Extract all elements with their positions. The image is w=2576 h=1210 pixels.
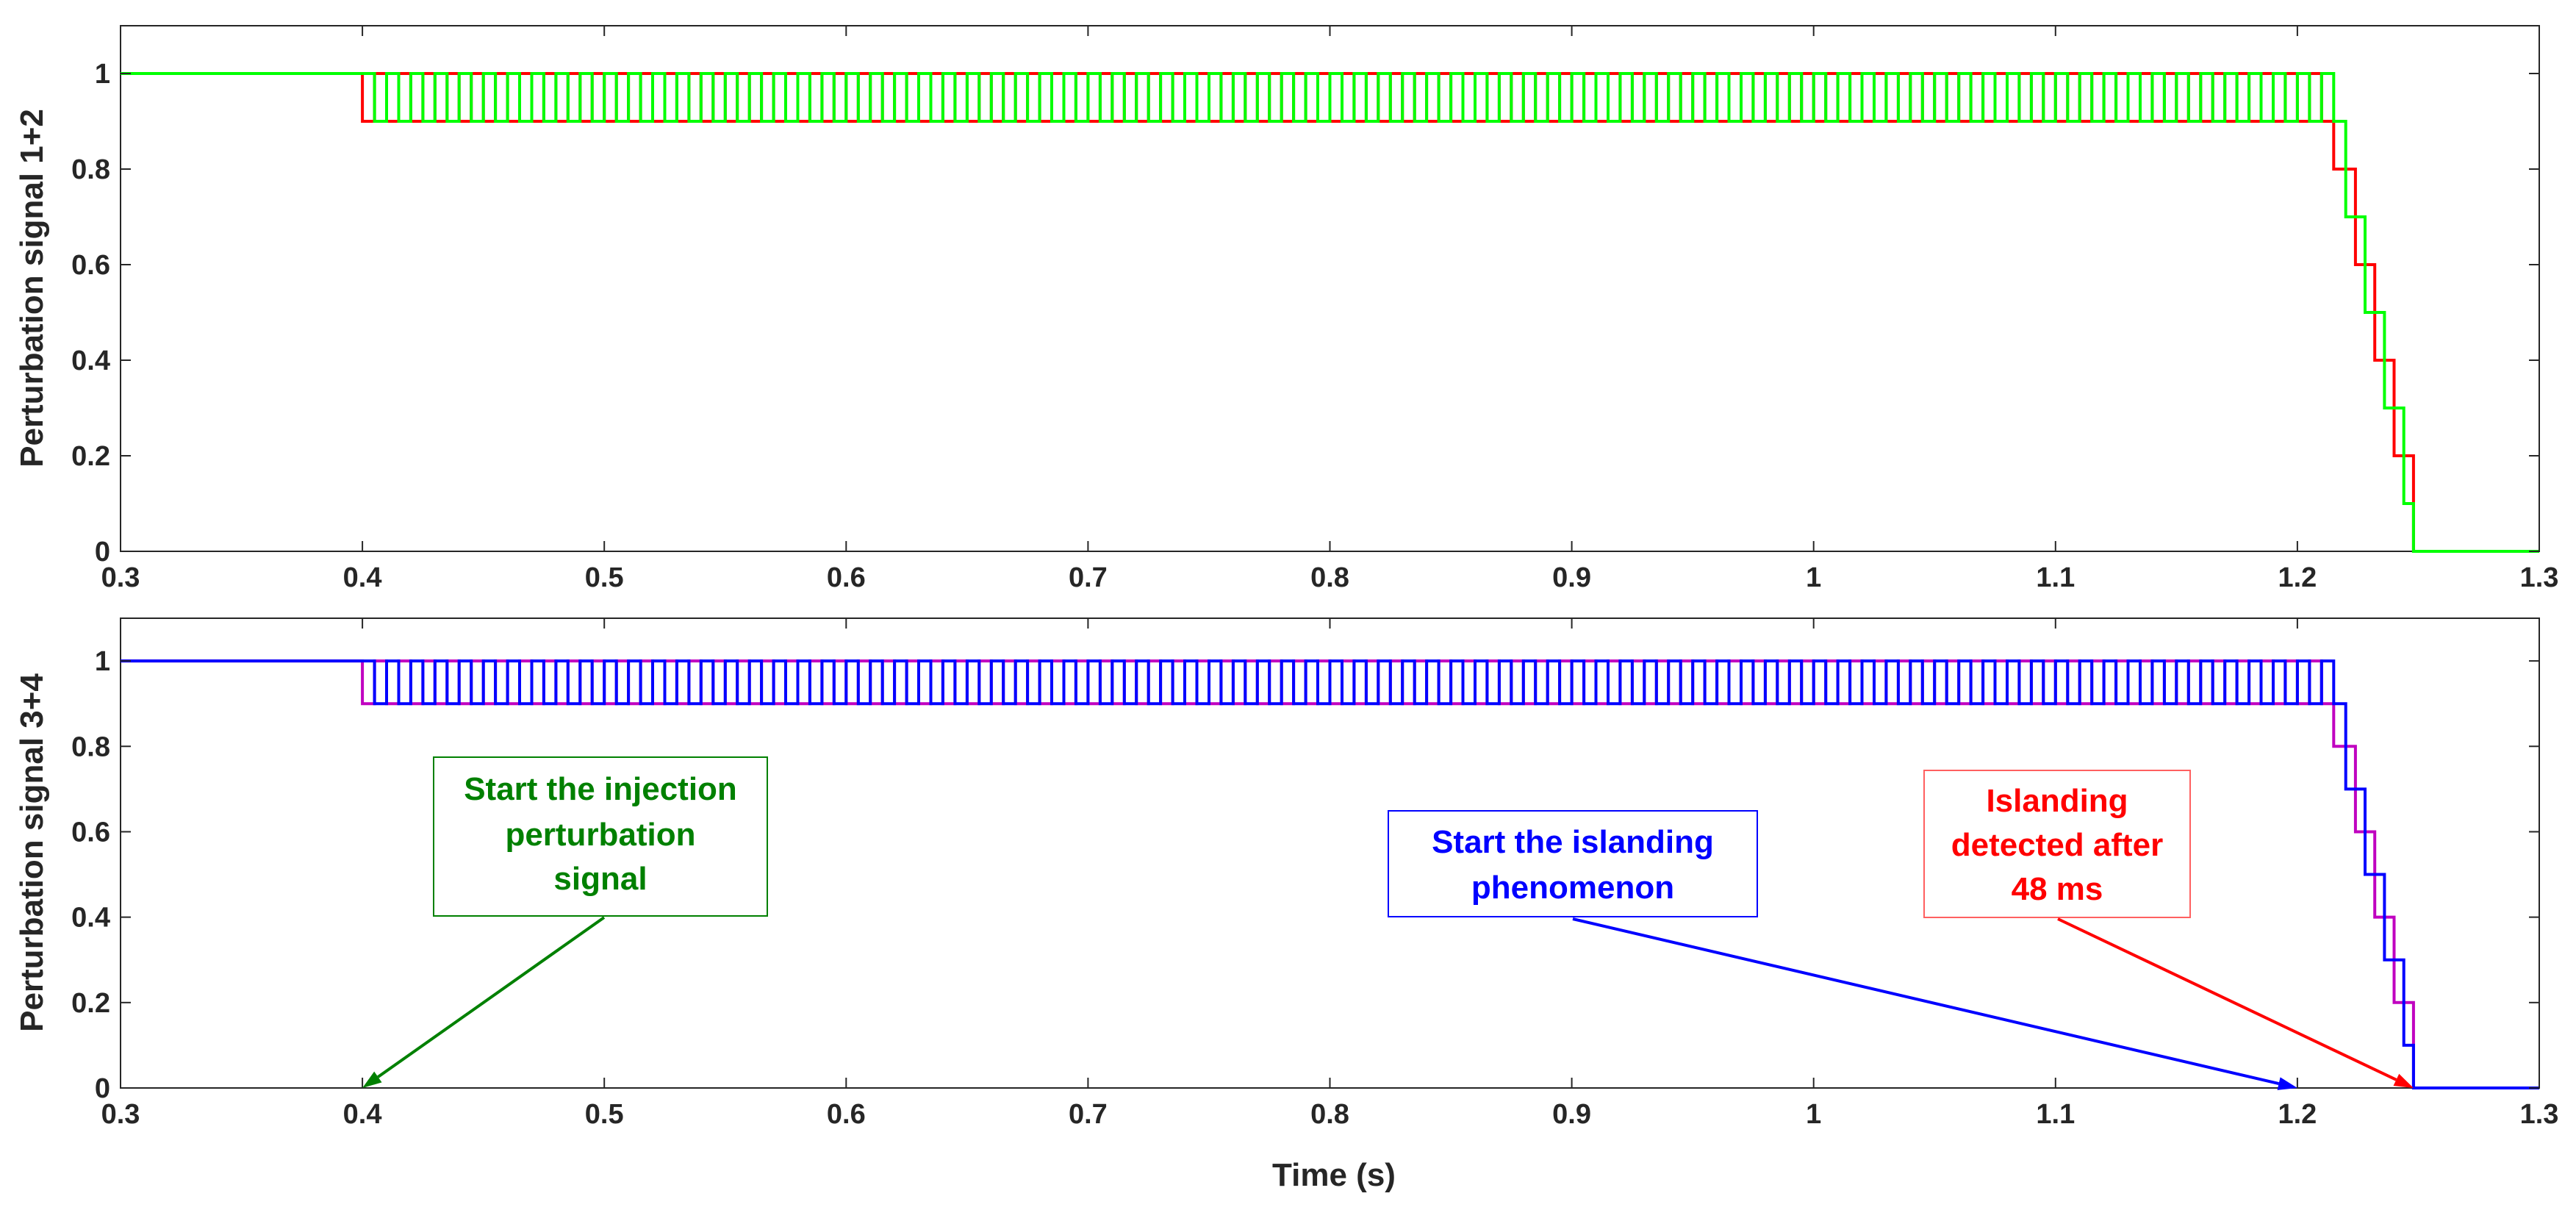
top-series-group bbox=[121, 72, 2539, 553]
bottom-y-tick-label: 0.2 bbox=[71, 988, 110, 1019]
top-y-tick-label: 0.6 bbox=[71, 250, 110, 281]
bottom-x-tick-label: 0.4 bbox=[343, 1099, 382, 1130]
top-x-tick-label: 0.3 bbox=[101, 562, 140, 593]
bottom-x-tick-label: 0.5 bbox=[585, 1099, 624, 1130]
annotation-injection-arrowhead bbox=[362, 1071, 382, 1088]
top-x-tick-label: 1 bbox=[1806, 562, 1821, 593]
bottom-y-tick-label: 0.8 bbox=[71, 731, 110, 762]
bottom-x-tick-label: 0.7 bbox=[1069, 1099, 1108, 1130]
top-x-tick-label: 0.7 bbox=[1069, 562, 1108, 593]
annotation-detected-arrow bbox=[2057, 917, 2397, 1081]
annotation-injection-line-1: Start the injection bbox=[464, 771, 737, 807]
bottom-series-1-line bbox=[121, 659, 2539, 1089]
top-x-tick-label: 1.1 bbox=[2036, 562, 2075, 593]
bottom-series-2-line bbox=[121, 659, 2539, 1089]
annotation-islanding-arrow bbox=[1572, 917, 2280, 1086]
bottom-axes: 0.3 0.4 0.5 0.6 0.7 0.8 0.9 1 1.1 1.2 1.3 00.20.40… bbox=[14, 617, 2559, 1193]
top-x-tick-label: 1.2 bbox=[2278, 562, 2317, 593]
annotation-detected-line-2: detected after bbox=[1951, 827, 2164, 863]
top-x-tick-label: 0.5 bbox=[585, 562, 624, 593]
bottom-y-tick-label: 1 bbox=[95, 646, 110, 677]
annotation-injection-line-2: perturbation bbox=[505, 817, 695, 853]
top-y-tick-label: 0 bbox=[95, 537, 110, 568]
top-y-tick-label: 1 bbox=[95, 59, 110, 90]
annotation-islanding-start: Start the islanding phenomenon bbox=[1388, 810, 2297, 1090]
top-series-2-line bbox=[121, 72, 2539, 553]
annotation-islanding-box bbox=[1388, 810, 1758, 917]
bottom-x-tick-label: 1.3 bbox=[2520, 1099, 2559, 1130]
top-x-tick-label: 0.8 bbox=[1310, 562, 1349, 593]
top-y-tick-label: 0.8 bbox=[71, 154, 110, 185]
top-x-tick-label: 0.6 bbox=[827, 562, 866, 593]
top-x-tick-label: 0.4 bbox=[343, 562, 382, 593]
bottom-y-tick-label: 0 bbox=[95, 1073, 110, 1104]
annotation-islanding-arrowhead bbox=[2277, 1077, 2297, 1090]
bottom-y-tick-label: 0.6 bbox=[71, 817, 110, 848]
annotation-islanding-line-1: Start the islanding bbox=[1432, 824, 1714, 860]
annotation-injection-arrow bbox=[377, 916, 606, 1078]
bottom-x-tick-label: 1.1 bbox=[2036, 1099, 2075, 1130]
top-x-tick-label: 1.3 bbox=[2520, 562, 2559, 593]
top-y-ticks: 0 0.2 0.4 0.6 0.8 1 bbox=[71, 59, 2539, 568]
x-axis-label: Time (s) bbox=[1272, 1157, 1396, 1193]
bottom-x-tick-label: 0.6 bbox=[827, 1099, 866, 1130]
bottom-x-ticks: 0.3 0.4 0.5 0.6 0.7 0.8 0.9 1 1.1 1.2 1.3 bbox=[101, 618, 2559, 1130]
bottom-y-ticks: 0 0.2 0.4 0.6 0.8 1 bbox=[71, 646, 2539, 1104]
annotation-injection-box bbox=[433, 756, 768, 917]
annotation-detected-line-3: 48 ms bbox=[2012, 871, 2103, 907]
bottom-y-tick-label: 0.4 bbox=[71, 903, 110, 934]
annotation-islanding-line-2: phenomenon bbox=[1471, 870, 1674, 906]
top-y-tick-label: 0.4 bbox=[71, 346, 110, 376]
annotation-islanding-detected: Islanding detected after 48 ms bbox=[1923, 770, 2414, 1088]
bottom-x-tick-label: 0.9 bbox=[1552, 1099, 1591, 1130]
bottom-series-group bbox=[121, 659, 2539, 1089]
annotation-detected-arrowhead bbox=[2393, 1073, 2414, 1088]
bottom-x-tick-label: 1.2 bbox=[2278, 1099, 2317, 1130]
top-series-1-line bbox=[121, 72, 2539, 553]
bottom-x-tick-label: 0.3 bbox=[101, 1099, 140, 1130]
annotation-detected-line-1: Islanding bbox=[1986, 783, 2128, 819]
annotation-injection-line-3: signal bbox=[553, 861, 647, 897]
top-y-axis-label: Perturbation signal 1+2 bbox=[14, 109, 50, 468]
bottom-x-tick-label: 0.8 bbox=[1310, 1099, 1349, 1130]
annotation-injection-start: Start the injection perturbation signal bbox=[362, 756, 768, 1088]
bottom-y-axis-label: Perturbation signal 3+4 bbox=[14, 673, 50, 1032]
top-x-tick-label: 0.9 bbox=[1552, 562, 1591, 593]
bottom-x-tick-label: 1 bbox=[1806, 1099, 1821, 1130]
annotation-detected-box bbox=[1923, 770, 2191, 918]
top-axes: 0.3 0.4 0.5 0.6 0.7 0.8 0.9 1 1.1 1.2 1.3 00.20.40… bbox=[14, 25, 2559, 593]
top-y-tick-label: 0.2 bbox=[71, 441, 110, 472]
top-x-ticks: 0.3 0.4 0.5 0.6 0.7 0.8 0.9 1 1.1 1.2 1.3 bbox=[101, 26, 2559, 593]
